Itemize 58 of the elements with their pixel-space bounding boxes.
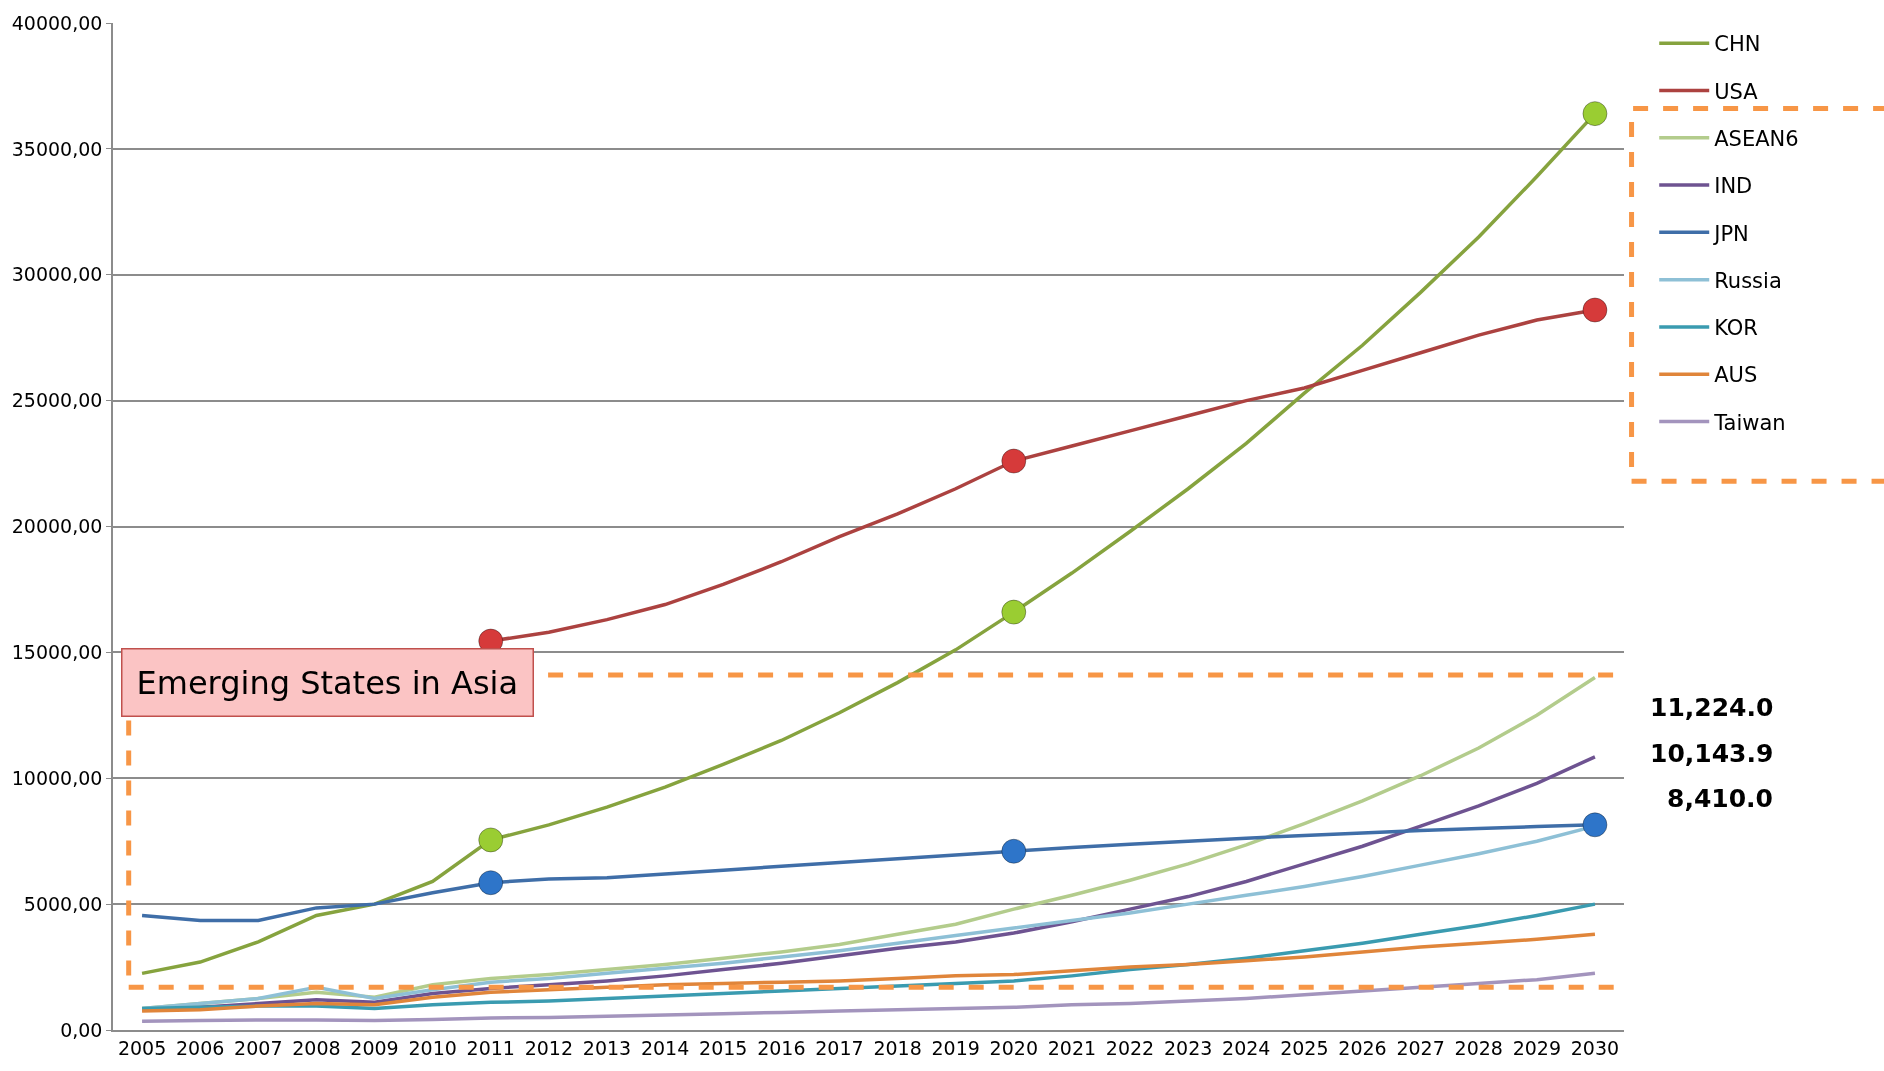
x-tick-label: 2015 [699,1036,748,1059]
point [1582,297,1608,323]
annotation: Emerging States in Asia [136,663,519,702]
line-series [140,971,1597,1023]
legend-label: Taiwan [1713,410,1786,435]
point [1001,599,1027,625]
legend-label: IND [1714,174,1753,199]
x-tick-label: 2025 [1280,1036,1329,1059]
x-tick-label: 2017 [815,1036,864,1059]
y-tick-label: 40000,00 [11,11,103,34]
x-tick-label: 2030 [1570,1036,1620,1059]
x-tick-label: 2016 [757,1036,806,1059]
x-tick-label: 2026 [1338,1036,1387,1059]
x-tick-label: 2028 [1454,1036,1503,1059]
x-tick-label: 2014 [640,1036,690,1059]
legend-label: CHN [1714,32,1761,57]
point [1001,448,1027,474]
y-tick-label: 25000,00 [11,389,103,412]
point [1001,838,1027,864]
y-tick-label: 10000,00 [11,766,103,789]
y-tick-label: 5000,00 [23,892,103,915]
legend-label: AUS [1714,363,1758,388]
text: 10,143.9 [1650,739,1774,768]
y-tick-label: 0,00 [60,1018,103,1041]
x-tick-label: 2018 [873,1036,922,1059]
legend-label: KOR [1714,316,1758,341]
x-tick-label: 2012 [524,1036,574,1059]
y-tick-label: 20000,00 [11,515,103,538]
text: 11,224.0 [1650,693,1774,722]
x-tick-label: 2019 [931,1036,980,1059]
x-tick-label: 2009 [350,1036,399,1059]
x-tick-label: 2011 [466,1036,515,1059]
point [1582,101,1608,127]
x-tick-label: 2013 [582,1036,632,1059]
text: 8,410.0 [1667,784,1773,813]
line-series [140,932,1597,1013]
y-tick-label: 30000,00 [11,263,103,286]
point [478,827,504,853]
x-tick-label: 2006 [175,1036,225,1059]
x-tick-label: 2020 [989,1036,1038,1059]
legend-label: ASEAN6 [1714,126,1799,151]
x-tick-label: 2007 [234,1036,283,1059]
x-tick-label: 2005 [117,1036,167,1059]
x-tick-label: 2008 [292,1036,341,1059]
y-tick-label: 35000,00 [11,137,103,160]
legend-label: JPN [1712,221,1749,246]
x-tick-label: 2024 [1222,1036,1271,1059]
point [478,870,504,896]
x-tick-label: 2027 [1396,1036,1445,1059]
x-tick-label: 2022 [1105,1036,1155,1059]
x-tick-label: 2023 [1163,1036,1213,1059]
x-tick-label: 2029 [1512,1036,1562,1059]
point [1582,812,1608,838]
x-tick-label: 2021 [1047,1036,1097,1059]
y-tick-label: 15000,00 [11,641,103,664]
x-tick-label: 2010 [408,1036,457,1059]
legend-label: USA [1714,79,1759,104]
legend-label: Russia [1714,268,1782,293]
